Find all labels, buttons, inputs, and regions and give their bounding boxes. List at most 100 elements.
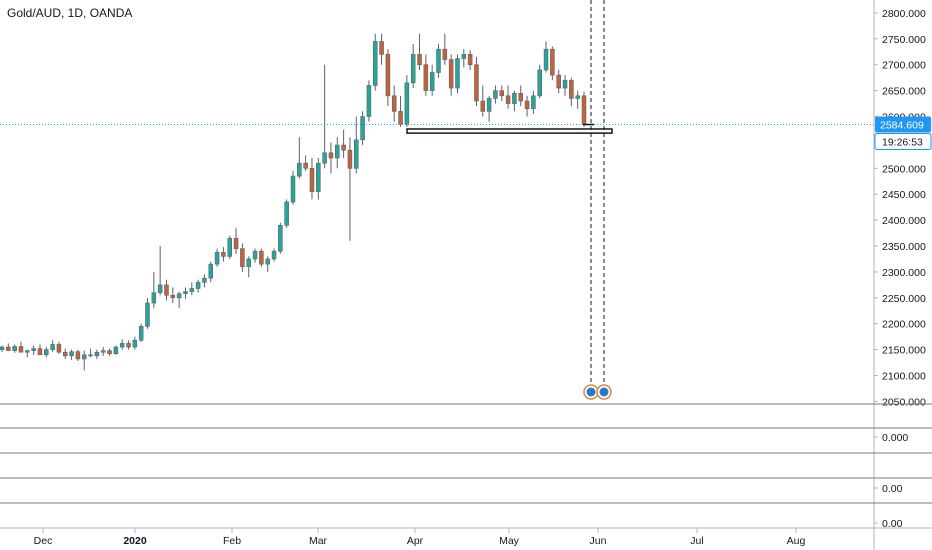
candle-body <box>50 344 55 350</box>
candle-body <box>448 59 454 89</box>
candle-body <box>0 346 5 350</box>
last-price-badge <box>875 116 931 133</box>
x-tick-label: May <box>499 535 520 547</box>
candle-body <box>284 201 289 226</box>
y-tick-label: 2450.000 <box>882 189 926 201</box>
candle-body <box>119 343 125 348</box>
candle-body <box>195 281 201 289</box>
y-tick-label: 2250.000 <box>882 293 926 305</box>
candle-body <box>461 54 467 59</box>
globe-icon <box>586 387 596 397</box>
candle-body <box>214 251 220 265</box>
candle-body <box>132 339 138 348</box>
candle-body <box>265 258 270 265</box>
candle-body <box>353 139 359 169</box>
x-tick-label: Jun <box>590 535 607 547</box>
candle-body <box>341 144 346 151</box>
candle-body <box>157 284 163 293</box>
candle-body <box>176 293 182 299</box>
candle-body <box>233 237 239 249</box>
candle-body <box>189 288 195 292</box>
candle-body <box>335 144 340 159</box>
candle-body <box>467 54 473 66</box>
candle-body <box>170 294 176 299</box>
candle-body <box>94 351 100 357</box>
candle-body <box>246 258 251 268</box>
chart-title: Gold/AUD, 1D, OANDA <box>7 6 133 20</box>
support-zone-rectangle <box>406 128 613 134</box>
candle-body <box>290 175 296 203</box>
x-tick-label: Feb <box>223 535 241 547</box>
candle-body <box>562 79 568 89</box>
y-tick-label: 2150.000 <box>882 345 926 357</box>
candle-body <box>423 64 429 91</box>
candle-body <box>278 225 283 252</box>
y-tick-label: 2700.000 <box>882 60 926 72</box>
y-tick-label: 2500.000 <box>882 163 926 175</box>
candle-body <box>18 346 24 353</box>
candle-body <box>505 95 511 104</box>
candle-body <box>303 162 308 169</box>
candle-body <box>227 237 233 257</box>
candle-body <box>309 168 315 192</box>
candle-body <box>107 350 112 355</box>
candle-body <box>410 54 416 84</box>
candle-body <box>543 48 549 71</box>
candle-body <box>372 41 378 86</box>
candle-body <box>347 149 353 169</box>
candle-body <box>44 349 49 356</box>
y-tick-label: 2650.000 <box>882 86 926 98</box>
candle-body <box>6 346 11 351</box>
candle-body <box>512 92 517 104</box>
candle-body <box>145 302 150 327</box>
candle-body <box>297 162 302 177</box>
candle-body <box>499 90 505 97</box>
candle-body <box>366 85 372 117</box>
y-tick-label: 2200.000 <box>882 319 926 331</box>
x-tick-label: Apr <box>407 535 424 547</box>
candle-body <box>569 79 574 99</box>
candle-body <box>524 100 530 110</box>
candle-body <box>575 95 580 99</box>
candle-body <box>75 351 81 360</box>
candle-body <box>316 162 321 192</box>
candle-body <box>493 90 498 99</box>
last-price-badge-text: 2584.609 <box>880 120 924 132</box>
y-tick-label: 2300.000 <box>882 267 926 279</box>
x-tick-label: 2020 <box>123 535 147 547</box>
candle-body <box>88 354 93 357</box>
candle-body <box>429 72 435 91</box>
candle-body <box>518 92 524 102</box>
x-tick-label: Jul <box>690 535 703 547</box>
candle-body <box>259 250 264 265</box>
candle-body <box>404 82 410 125</box>
candle-body <box>12 346 17 351</box>
candle-body <box>37 348 43 356</box>
countdown-badge-text: 19:26:53 <box>882 137 923 149</box>
candle-body <box>398 111 403 125</box>
y-tick-label: 2100.000 <box>882 371 926 383</box>
x-tick-label: Aug <box>787 535 806 547</box>
candle-body <box>385 54 391 97</box>
candle-body <box>113 346 119 355</box>
candle-body <box>556 74 561 89</box>
y-tick-label: 2350.000 <box>882 241 926 253</box>
candle-body <box>183 291 188 294</box>
pane-value-label: 0.000 <box>882 432 908 444</box>
candle-body <box>202 277 207 283</box>
candle-body <box>480 100 486 112</box>
candle-body <box>221 251 226 257</box>
candle-body <box>474 64 479 102</box>
candle-body <box>138 326 144 341</box>
candle-body <box>31 348 36 351</box>
candle-body <box>391 95 397 112</box>
candle-body <box>252 250 258 260</box>
candle-body <box>379 41 384 55</box>
candle-body <box>164 284 169 296</box>
x-tick-label: Dec <box>34 535 53 547</box>
candle-body <box>322 152 327 164</box>
candle-body <box>69 351 74 357</box>
candle-body <box>442 48 448 60</box>
candle-body <box>417 54 422 66</box>
